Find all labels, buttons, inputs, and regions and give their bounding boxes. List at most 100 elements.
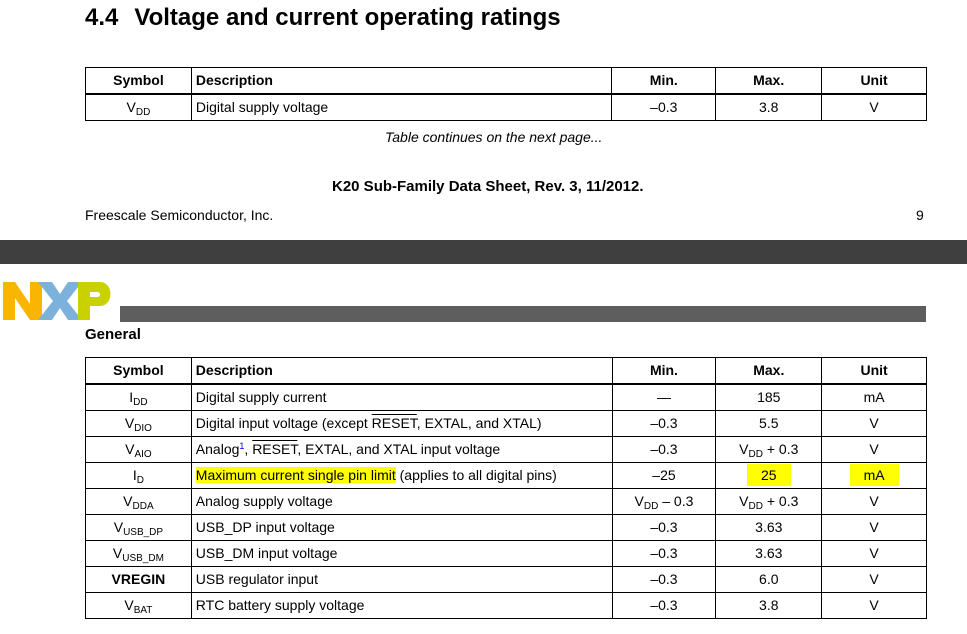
highlighted-unit: mA [849,464,899,486]
col-symbol: Symbol [85,357,192,385]
col-max: Max. [715,357,823,385]
min-cell: –0.3 [611,540,717,567]
unit-cell: mA [821,462,927,489]
col-min: Min. [611,357,717,385]
symbol-main: I [132,467,137,483]
symbol-cell: VDIO [85,410,192,437]
symbol-main: V [125,441,135,457]
unit-cell: V [821,410,927,437]
col-description: Description [190,357,613,385]
min-cell: –0.3 [611,410,717,437]
symbol-cell: VDD [85,93,192,121]
min-tail: – 0.3 [658,493,694,509]
description-cell: Digital supply current [190,383,613,411]
symbol-cell: VUSB_DM [85,540,192,567]
table-row: ID Maximum current single pin limit (app… [85,462,927,489]
col-max: Max. [715,67,823,95]
max-cell: 5.5 [715,410,823,437]
min-cell: –25 [611,462,717,489]
symbol-cell: VREGIN [85,566,192,593]
ratings-table-top: Symbol Description Min. Max. Unit VDD Di… [85,67,927,121]
col-description: Description [190,67,613,95]
max-cell: 3.8 [715,93,823,121]
min-cell: –0.3 [611,93,717,121]
max-main: V [739,441,749,457]
highlighted-description: Maximum current single pin limit [195,467,396,483]
section-title: Voltage and current operating ratings [134,4,561,31]
table-row: VUSB_DP USB_DP input voltage –0.3 3.63 V [85,514,927,541]
unit-cell: V [821,540,927,567]
min-cell: –0.3 [611,514,717,541]
symbol-sub: DIO [134,423,152,434]
symbol-main: V [112,545,123,561]
description-cell: USB_DP input voltage [190,514,613,541]
description-cell: USB_DM input voltage [190,540,613,567]
symbol-sub: DDA [132,501,154,512]
table-row: VBAT RTC battery supply voltage –0.3 3.8… [85,592,927,619]
symbol-sub: AIO [134,449,152,460]
footer-page-number: 9 [916,207,924,223]
footnote-marker[interactable]: 1 [239,441,245,451]
max-cell: 25 [715,462,823,489]
max-sub: DD [748,449,763,460]
col-symbol: Symbol [85,67,192,95]
max-cell: 3.8 [715,592,823,619]
symbol-main: V [124,415,135,431]
max-cell: 6.0 [715,566,823,593]
symbol-cell: VBAT [85,592,192,619]
min-sub: DD [643,501,659,512]
symbol-main: I [129,389,134,405]
max-cell: 3.63 [715,540,823,567]
description-cell: USB regulator input [190,566,613,593]
section-number: 4.4 [85,4,119,31]
min-cell: –0.3 [611,436,717,463]
footer-company: Freescale Semiconductor, Inc. [85,207,274,223]
table-continues-note: Table continues on the next page... [385,129,603,145]
max-tail: + 0.3 [762,493,799,509]
symbol-cell: VDDA [85,488,192,515]
symbol-cell: IDD [85,383,192,411]
section-heading: 4.4 Voltage and current operating ratings [85,4,561,32]
symbol-main: V [113,519,124,535]
table-row: VREGIN USB regulator input –0.3 6.0 V [85,566,927,593]
table-row: VDD Digital supply voltage –0.3 3.8 V [85,93,927,121]
unit-cell: mA [821,383,927,411]
min-main: V [634,493,644,509]
max-cell: VDD + 0.3 [715,488,823,515]
max-main: V [739,493,749,509]
min-cell: –0.3 [611,592,717,619]
description-text: Analog [195,441,240,457]
footer-title: K20 Sub-Family Data Sheet, Rev. 3, 11/20… [332,178,644,195]
unit-cell: V [821,436,927,463]
unit-cell: V [821,566,927,593]
col-unit: Unit [821,67,927,95]
section-name: General [85,326,141,343]
highlighted-max-value: 25 [746,464,791,486]
unit-cell: V [821,93,927,121]
table-header-row: Symbol Description Min. Max. Unit [85,67,927,95]
symbol-main: V [126,99,136,115]
table-row: VAIO Analog1, RESET, EXTAL, and XTAL inp… [85,436,927,463]
unit-cell: V [821,514,927,541]
reset-signal-name: RESET [371,415,417,431]
section-header-bar [120,306,926,322]
max-cell: 3.63 [715,514,823,541]
symbol-main: V [124,597,134,613]
symbol-sub: DD [135,107,151,118]
description-cell: Maximum current single pin limit (applie… [190,462,613,489]
symbol-sub: USB_DP [123,527,164,538]
description-cell: Digital input voltage (except RESET, EXT… [190,410,613,437]
description-cell: Digital supply voltage [190,93,613,121]
symbol-cell: VUSB_DP [85,514,192,541]
ratings-table: Symbol Description Min. Max. Unit IDD Di… [85,357,927,619]
description-text: , EXTAL, and XTAL) [416,415,542,431]
max-sub: DD [748,501,763,512]
symbol-cell: VAIO [85,436,192,463]
table-row: IDD Digital supply current — 185 mA [85,383,927,411]
col-unit: Unit [821,357,927,385]
description-text: , [244,441,253,457]
symbol-sub: USB_DM [122,553,164,564]
max-cell: VDD + 0.3 [715,436,823,463]
min-cell: –0.3 [611,566,717,593]
description-text: , EXTAL, and XTAL input voltage [297,441,501,457]
